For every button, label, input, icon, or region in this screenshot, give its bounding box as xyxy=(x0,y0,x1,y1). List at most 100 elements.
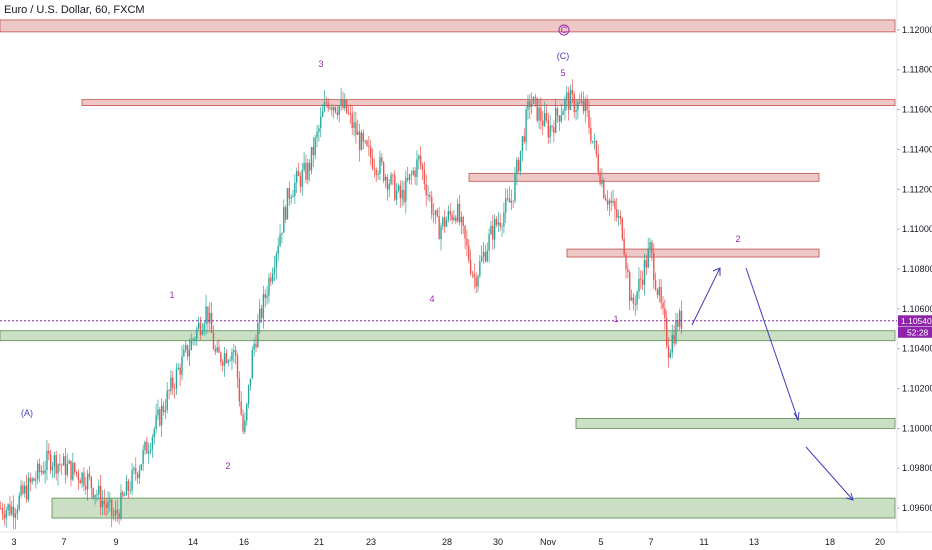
candle-body xyxy=(490,225,492,235)
candle-body xyxy=(640,278,642,280)
date-tick-label: 30 xyxy=(493,537,503,547)
candle-body xyxy=(375,169,377,175)
candle-body xyxy=(386,176,389,190)
candle-body xyxy=(205,306,207,325)
candle-body xyxy=(157,409,159,416)
candle-body xyxy=(645,260,648,268)
candle-body xyxy=(358,131,361,150)
wave-labels-layer: (A) 1 2 3 4 (C) 5 C 1 2 xyxy=(21,25,741,471)
resistance-zone[interactable] xyxy=(81,99,896,107)
support-zone[interactable] xyxy=(0,330,896,342)
candle-body xyxy=(186,345,189,357)
candle-body xyxy=(88,473,91,477)
candle-body xyxy=(220,352,222,363)
candle-body xyxy=(107,501,109,509)
candle-body xyxy=(510,200,512,203)
chart-title: Euro / U.S. Dollar, 60, FXCM xyxy=(4,4,145,16)
zones-layer xyxy=(0,19,896,519)
date-tick-label: 16 xyxy=(239,537,249,547)
candle-body xyxy=(368,145,370,147)
candle-body xyxy=(366,140,368,146)
candle-body xyxy=(407,177,409,181)
support-zone[interactable] xyxy=(51,497,896,519)
candle-body xyxy=(90,476,93,489)
candle-body xyxy=(362,132,364,142)
candle-body xyxy=(170,377,172,391)
candle-body xyxy=(268,277,270,296)
candle-body xyxy=(667,345,670,358)
candle-body xyxy=(610,200,612,203)
candle-body xyxy=(49,453,52,471)
price-tick-label: 1.10400 xyxy=(902,344,932,354)
candle-body xyxy=(399,185,401,199)
wave-label: 2 xyxy=(225,461,230,471)
candle-body xyxy=(630,297,633,301)
candle-body xyxy=(123,495,126,497)
resistance-zone[interactable] xyxy=(468,172,820,182)
candle-body xyxy=(329,107,331,109)
candle-body xyxy=(277,246,279,254)
current-price-value: 1.10540 xyxy=(901,316,932,326)
candle-body xyxy=(64,456,67,475)
candle-body xyxy=(118,513,120,519)
candle-body xyxy=(129,490,131,492)
date-tick-label: 5 xyxy=(598,537,603,547)
candle-body xyxy=(318,128,320,132)
candle-body xyxy=(1,508,4,515)
candle-body xyxy=(114,510,117,516)
candle-body xyxy=(653,252,655,281)
candle-body xyxy=(479,261,481,276)
date-tick-label: 21 xyxy=(314,537,324,547)
candle-body xyxy=(660,286,662,303)
date-tick-label: 7 xyxy=(61,537,66,547)
resistance-zone[interactable] xyxy=(566,248,820,258)
current-price-tag: 1.10540 52:28 xyxy=(898,315,932,338)
candle-body xyxy=(242,414,244,432)
candle-body xyxy=(506,198,509,200)
candle-body xyxy=(449,211,451,215)
candle-body xyxy=(493,218,496,240)
candle-body xyxy=(662,302,664,309)
candle-body xyxy=(20,485,22,496)
candle-body xyxy=(464,225,466,239)
candle-body xyxy=(96,494,98,496)
candle-body xyxy=(466,238,468,246)
candle-body xyxy=(31,478,33,483)
date-tick-label: Nov xyxy=(540,537,557,547)
candle-body xyxy=(536,97,538,121)
candle-body xyxy=(253,343,255,350)
candle-body xyxy=(192,339,194,341)
candle-body xyxy=(678,310,681,327)
resistance-zone[interactable] xyxy=(0,19,896,33)
candle-body xyxy=(532,96,535,104)
date-tick-label: 20 xyxy=(875,537,885,547)
candle-body xyxy=(321,111,324,117)
candle-body xyxy=(553,127,555,133)
candle-body xyxy=(501,226,503,228)
candle-body xyxy=(636,291,638,305)
candle-body xyxy=(135,468,137,475)
candle-body xyxy=(614,201,616,210)
candle-body xyxy=(310,146,313,171)
candle-body xyxy=(116,510,118,514)
candle-body xyxy=(207,306,209,323)
candle-body xyxy=(194,338,196,340)
candle-body xyxy=(534,96,537,98)
candle-body xyxy=(164,410,167,412)
candle-body xyxy=(179,367,181,375)
date-tick-label: 14 xyxy=(188,537,198,547)
candle-body xyxy=(419,155,422,165)
candle-body xyxy=(314,137,316,156)
candle-body xyxy=(401,189,403,199)
candle-body xyxy=(584,99,586,112)
support-zone[interactable] xyxy=(575,418,896,429)
candle-body xyxy=(505,198,507,213)
price-tick-label: 1.09600 xyxy=(902,503,932,513)
candle-body xyxy=(234,350,237,356)
candle-body xyxy=(75,471,78,473)
candle-body xyxy=(680,310,683,330)
candle-body xyxy=(395,190,398,200)
candle-body xyxy=(627,269,629,272)
candle-body xyxy=(601,180,603,185)
